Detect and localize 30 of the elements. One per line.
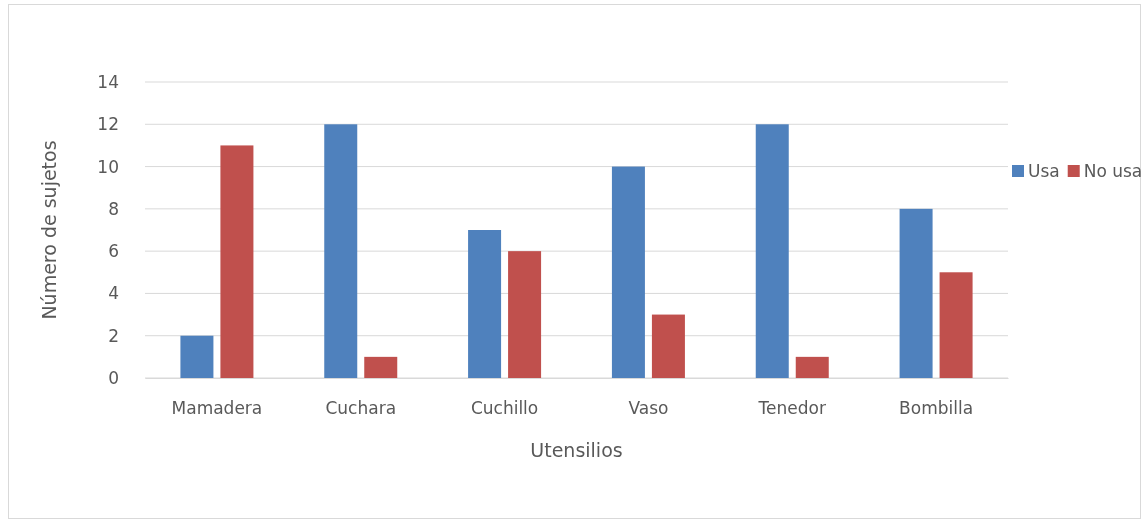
y-tick-label: 2 bbox=[108, 325, 119, 346]
legend-label: Usa bbox=[1028, 161, 1060, 181]
x-tick-label: Mamadera bbox=[171, 398, 263, 419]
y-tick-label: 4 bbox=[108, 283, 119, 304]
y-tick-label: 0 bbox=[108, 367, 119, 388]
y-tick-label: 6 bbox=[108, 241, 119, 262]
x-tick-label: Vaso bbox=[628, 398, 669, 419]
y-tick-label: 10 bbox=[97, 156, 119, 177]
y-tick-label: 8 bbox=[108, 198, 119, 219]
y-tick-label: 14 bbox=[97, 71, 119, 92]
bar bbox=[364, 356, 398, 378]
legend-label: No usa bbox=[1083, 161, 1143, 181]
bar bbox=[468, 230, 502, 378]
x-axis-title: Utensilios bbox=[530, 439, 623, 461]
x-tick-label: Tenedor bbox=[757, 398, 826, 419]
bar bbox=[508, 251, 542, 378]
bar bbox=[795, 356, 829, 378]
bar bbox=[611, 166, 645, 378]
y-tick-label: 12 bbox=[97, 114, 119, 135]
bar bbox=[180, 335, 214, 378]
bar bbox=[755, 124, 789, 378]
x-tick-label: Bombilla bbox=[899, 398, 974, 419]
bar bbox=[220, 145, 254, 378]
x-tick-label: Cuchillo bbox=[470, 398, 539, 419]
bar bbox=[324, 124, 358, 378]
x-tick-label: Cuchara bbox=[325, 398, 397, 419]
bar bbox=[899, 208, 933, 378]
y-axis-title: Número de sujetos bbox=[38, 140, 60, 320]
bar bbox=[939, 272, 973, 378]
bar bbox=[651, 314, 685, 378]
